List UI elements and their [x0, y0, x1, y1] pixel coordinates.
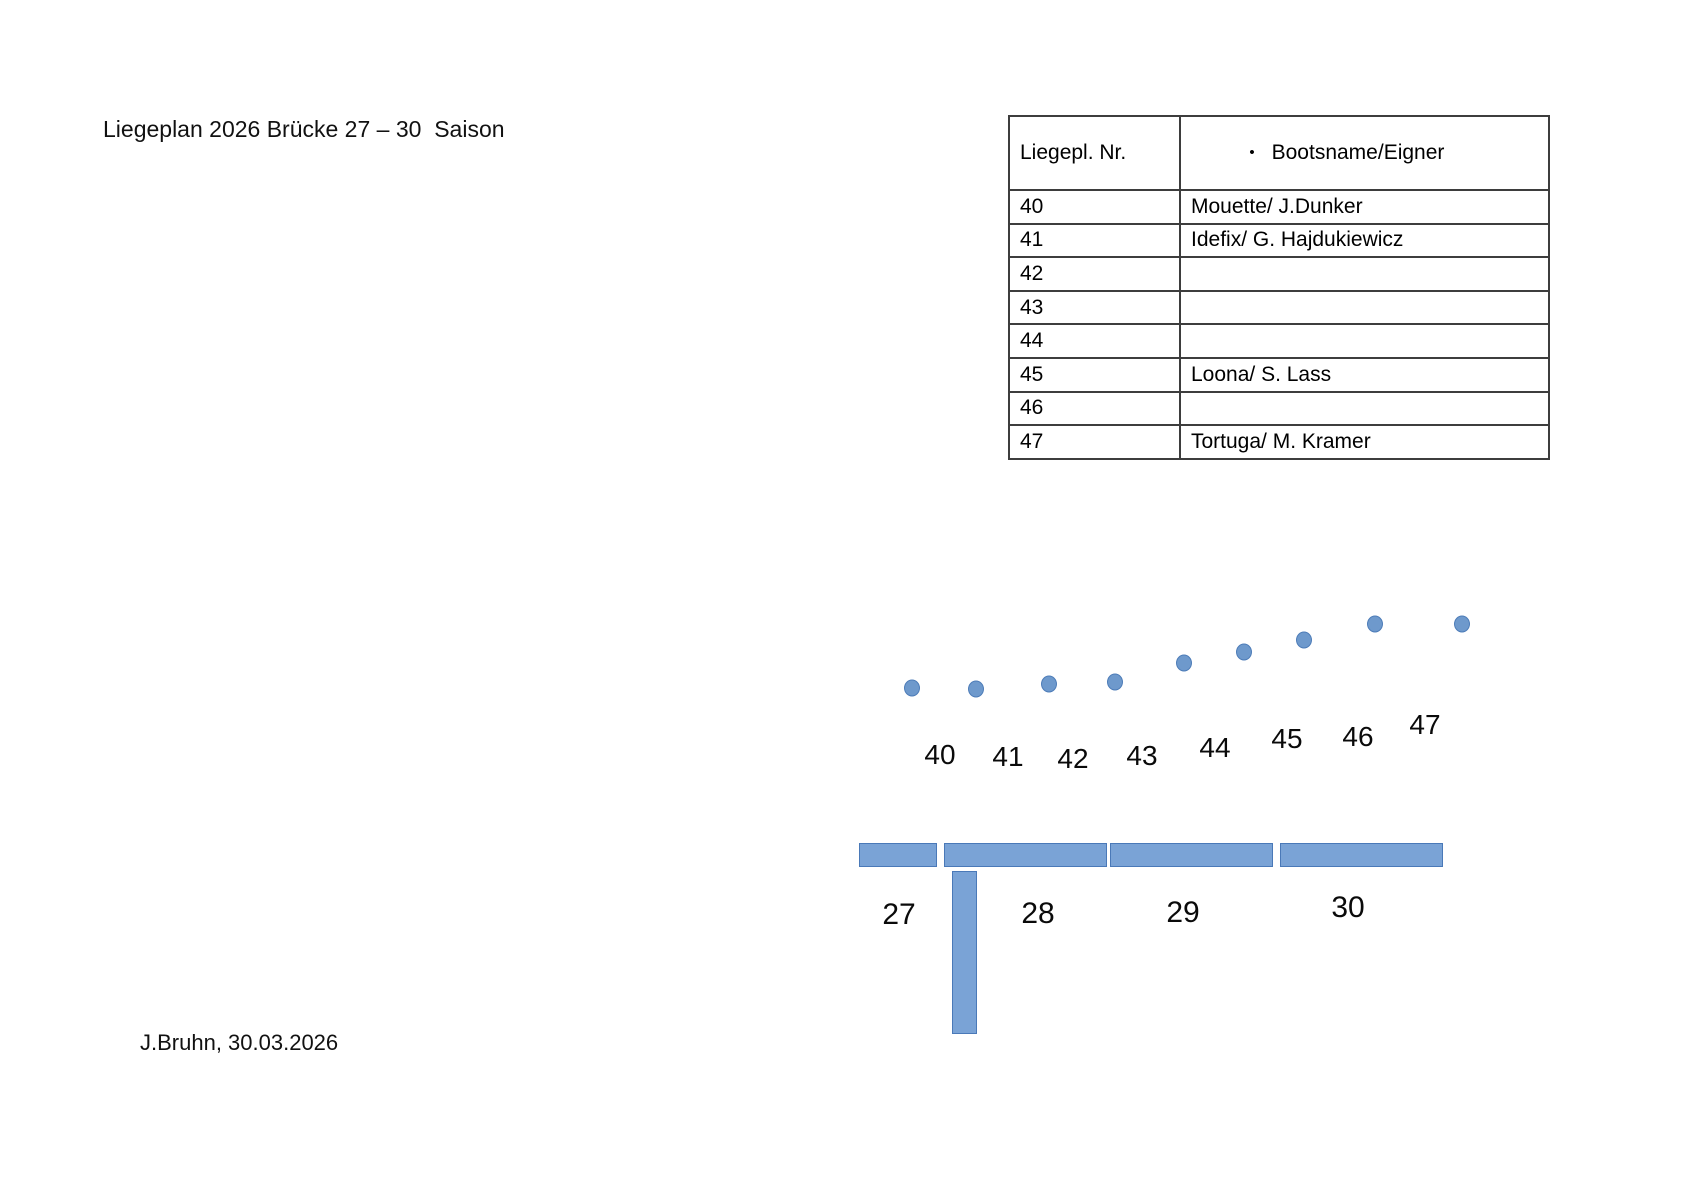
pier-bar: [859, 843, 937, 867]
boat-owner-cell: [1179, 390, 1550, 427]
boat-owner-cell: [1179, 289, 1550, 326]
pier-number-label: 27: [882, 898, 916, 931]
mooring-buoy-dot: [1236, 643, 1252, 661]
pier-bar: [944, 843, 1107, 867]
header-liegepl-nr: Liegepl. Nr.: [1008, 115, 1181, 191]
table-row: 47 Tortuga/ M. Kramer: [1008, 424, 1550, 460]
bullet-icon: •: [1249, 144, 1255, 161]
pier-number-label: 28: [1021, 897, 1055, 930]
berth-number-label: 47: [1409, 709, 1441, 740]
mooring-buoy-dot: [904, 679, 920, 697]
page-title: Liegeplan 2026 Brücke 27 – 30 Saison: [103, 116, 505, 142]
berth-number-label: 42: [1057, 743, 1089, 774]
jetty-bar: [952, 871, 977, 1034]
table-row: 43: [1008, 289, 1550, 326]
berth-number-label: 46: [1342, 721, 1374, 752]
mooring-buoy-dot: [1367, 615, 1383, 633]
pier-number-label: 29: [1166, 896, 1200, 929]
berth-number-cell: 42: [1008, 256, 1181, 292]
berth-number-label: 43: [1126, 740, 1158, 771]
berth-number-label: 41: [992, 741, 1024, 772]
mooring-buoy-dot: [1041, 675, 1057, 693]
boat-owner-cell: [1179, 256, 1550, 292]
mooring-buoy-dot: [1176, 654, 1192, 672]
mooring-buoy-dot: [1296, 631, 1312, 649]
table-row: 41 Idefix/ G. Hajdukiewicz: [1008, 222, 1550, 259]
berth-number-cell: 43: [1008, 289, 1181, 326]
boat-owner-cell: Idefix/ G. Hajdukiewicz: [1179, 222, 1550, 259]
berth-number-label: 45: [1271, 723, 1303, 754]
table-row: 45 Loona/ S. Lass: [1008, 356, 1550, 393]
berth-number-cell: 44: [1008, 323, 1181, 359]
berth-number-cell: 40: [1008, 189, 1181, 225]
author-date: J.Bruhn, 30.03.2026: [140, 1030, 339, 1055]
pier-bar: [1280, 843, 1443, 867]
mooring-buoy-dot: [968, 680, 984, 698]
table-row: 40 Mouette/ J.Dunker: [1008, 189, 1550, 225]
table-row: 46: [1008, 390, 1550, 427]
berth-number-cell: 46: [1008, 390, 1181, 427]
berth-number-cell: 45: [1008, 356, 1181, 393]
pier-number-label: 30: [1331, 891, 1365, 924]
pier-bar: [1110, 843, 1273, 867]
boat-owner-cell: Mouette/ J.Dunker: [1179, 189, 1550, 225]
boat-owner-cell: Loona/ S. Lass: [1179, 356, 1550, 393]
berth-number-label: 40: [924, 739, 956, 770]
table-row: 42: [1008, 256, 1550, 292]
boat-owner-cell: Tortuga/ M. Kramer: [1179, 424, 1550, 460]
mooring-buoy-dot: [1107, 673, 1123, 691]
table-row: 44: [1008, 323, 1550, 359]
mooring-buoy-dot: [1454, 615, 1470, 633]
header-bootsname-label: Bootsname/Eigner: [1271, 141, 1445, 164]
boat-owner-cell: [1179, 323, 1550, 359]
berth-table-body: 40 Mouette/ J.Dunker 41 Idefix/ G. Hajdukie…: [1008, 189, 1550, 460]
berth-number-cell: 47: [1008, 424, 1181, 460]
header-bootsname-eigner: • Bootsname/Eigner: [1179, 115, 1550, 191]
table-header-row: Liegepl. Nr. • Bootsname/Eigner: [1008, 115, 1550, 191]
berth-table: Liegepl. Nr. • Bootsname/Eigner 40 Mouette…: [1008, 115, 1550, 460]
berth-number-label: 44: [1199, 732, 1231, 763]
berth-number-cell: 41: [1008, 222, 1181, 259]
